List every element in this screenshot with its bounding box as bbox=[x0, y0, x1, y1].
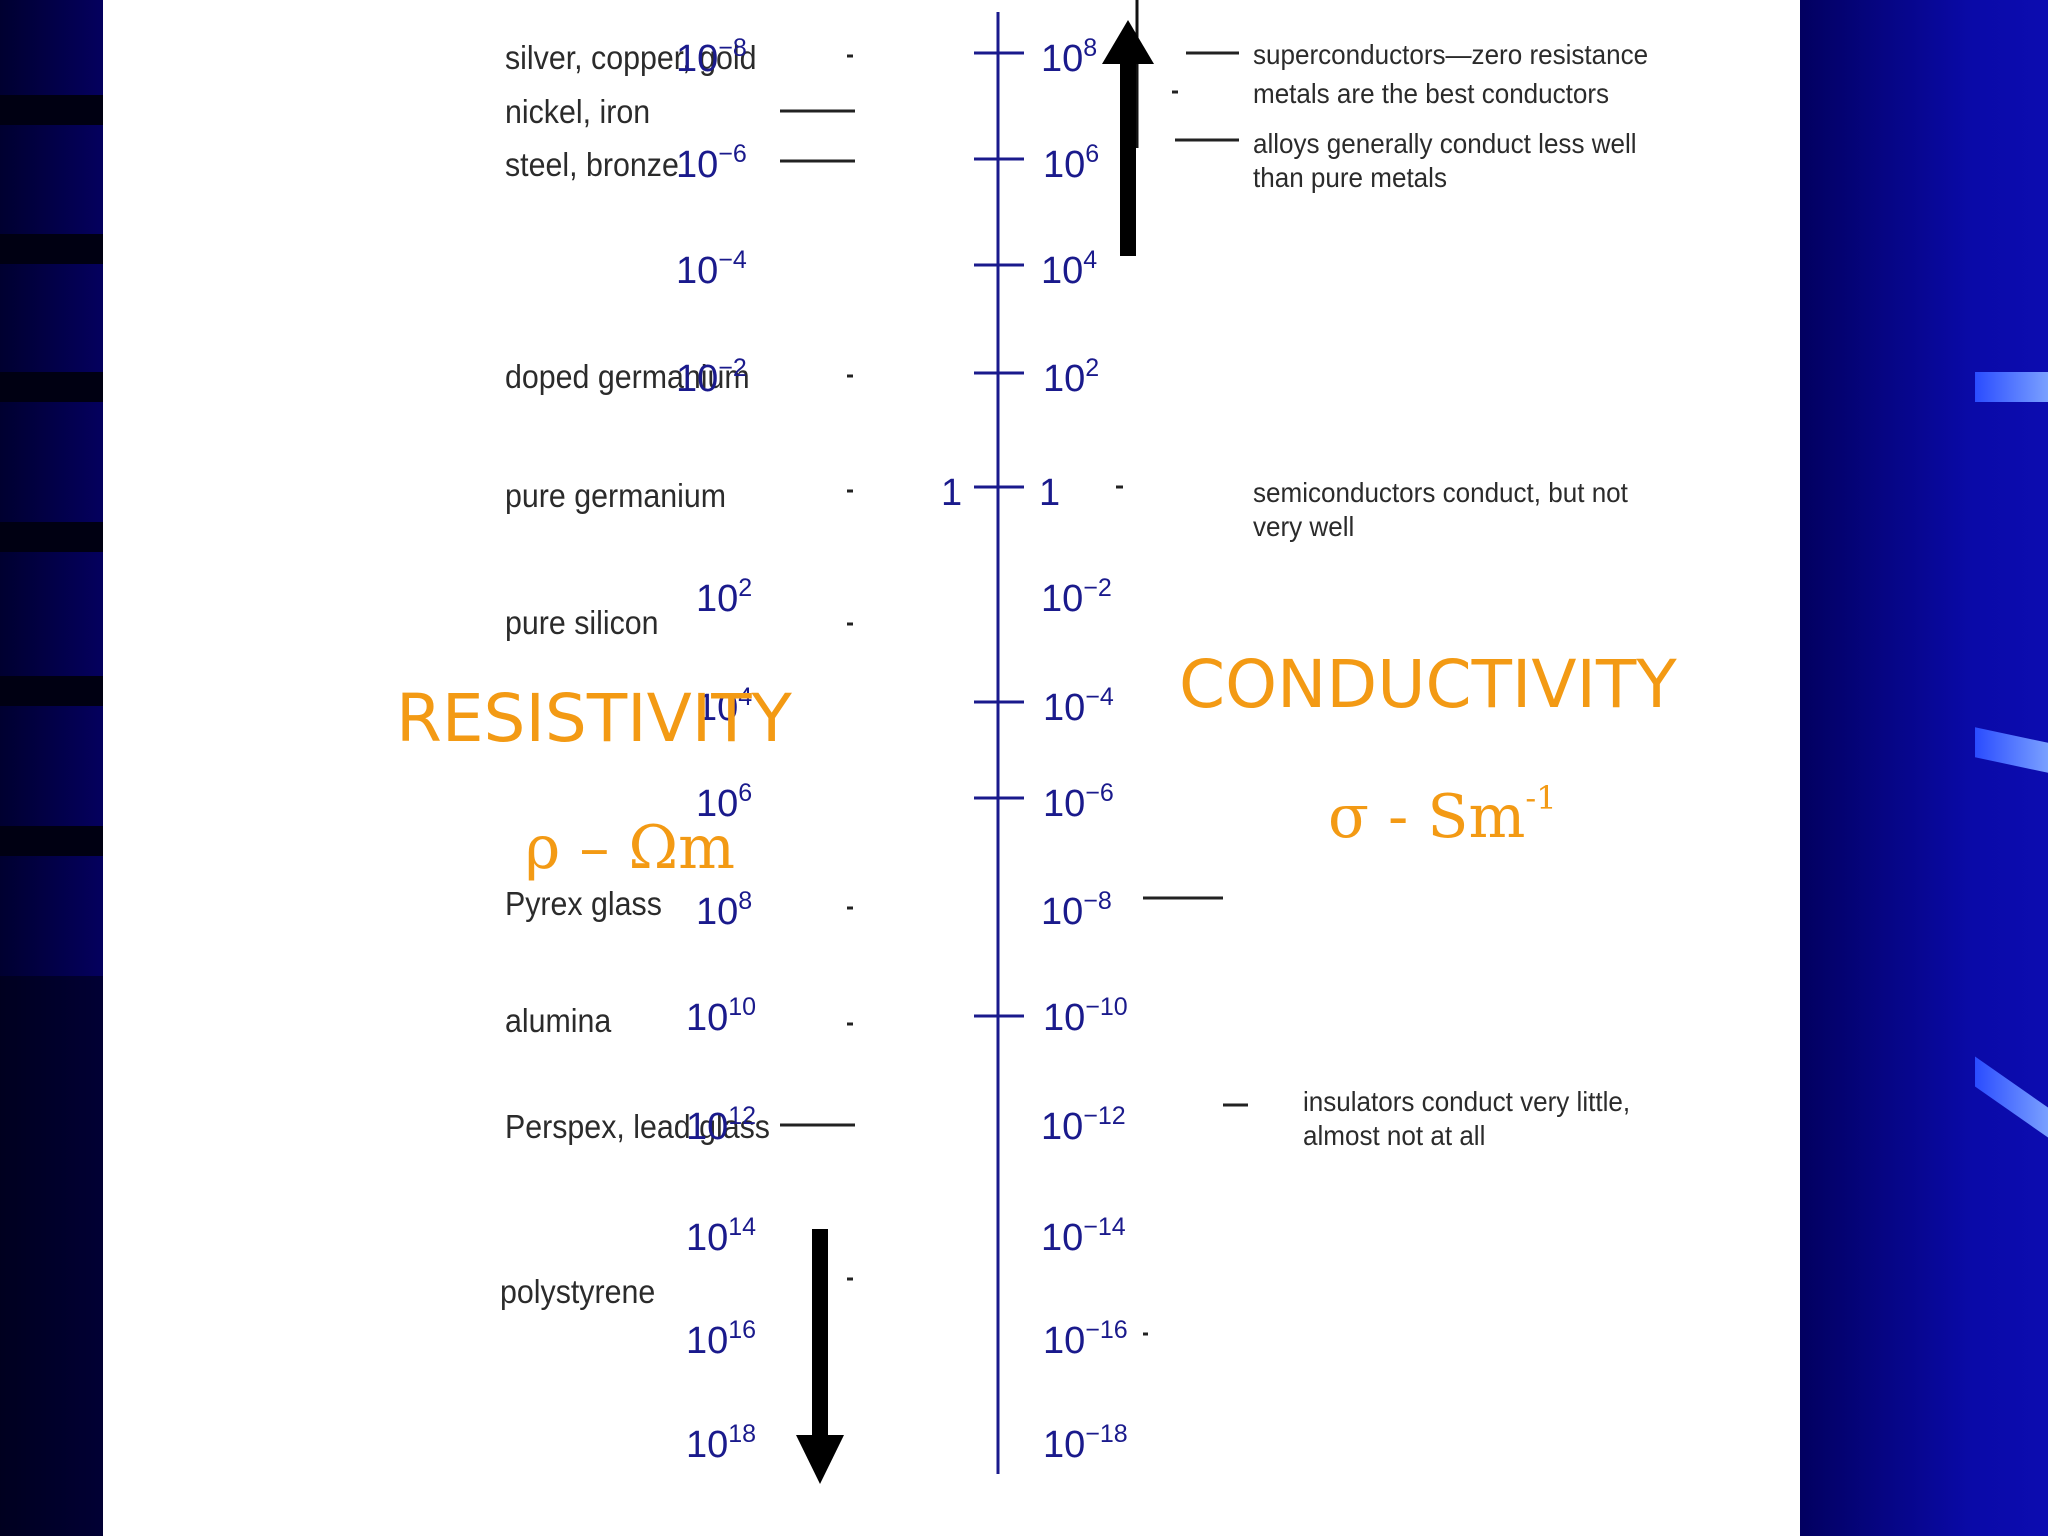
resistivity-tick-label: 106 bbox=[696, 779, 753, 825]
leader-lines bbox=[780, 51, 1248, 1336]
conductivity-unit: σ - Sm-1 bbox=[1328, 779, 1557, 852]
note-superconductors: superconductors—zero resistance bbox=[1253, 39, 1649, 70]
background-stripe bbox=[0, 522, 103, 552]
resistivity-unit: ρ – Ωm bbox=[525, 813, 736, 883]
arrow-shaft bbox=[812, 1229, 828, 1441]
background-right-panel bbox=[1800, 0, 2048, 1536]
resistivity-tick-label: 10−6 bbox=[676, 140, 747, 186]
conductivity-title: CONDUCTIVITY bbox=[1179, 646, 1677, 723]
note-semiconductors: semiconductors conduct, but not very wel… bbox=[1253, 477, 1628, 542]
note-alloys: alloys generally conduct less well than … bbox=[1253, 128, 1637, 193]
resistivity-tick-label: 10−4 bbox=[676, 246, 747, 292]
conductivity-tick-label: 10−16 bbox=[1043, 1316, 1128, 1362]
axis-ticks bbox=[974, 51, 1024, 1018]
material-label: pure germanium bbox=[505, 477, 727, 514]
arrow-up-icon bbox=[1102, 20, 1154, 64]
background-stripe bbox=[0, 372, 103, 402]
scale-graphics bbox=[780, 0, 1248, 1484]
arrow-shaft bbox=[1120, 58, 1136, 256]
background-stripe bbox=[0, 976, 103, 1536]
background-stripe bbox=[0, 826, 103, 856]
resistivity-tick-label: 108 bbox=[696, 887, 753, 933]
material-label: doped germanium bbox=[505, 358, 750, 395]
resistivity-tick-label: 102 bbox=[696, 574, 753, 620]
resistivity-tick-label: 1014 bbox=[686, 1213, 757, 1259]
material-label: pure silicon bbox=[505, 604, 659, 641]
resistivity-tick-label: 1 bbox=[941, 472, 963, 514]
conductivity-tick-label: 10−2 bbox=[1041, 574, 1112, 620]
material-label: steel, bronze bbox=[505, 146, 679, 183]
conductivity-tick-label: 1 bbox=[1039, 472, 1061, 514]
material-label: silver, copper, gold bbox=[505, 39, 757, 76]
resistivity-tick-label: 1016 bbox=[686, 1316, 757, 1362]
conductivity-tick-label: 10−10 bbox=[1043, 993, 1128, 1039]
resistivity-tick-label: 10−2 bbox=[676, 354, 747, 400]
resistivity-tick-label: 1018 bbox=[686, 1420, 757, 1466]
conductivity-tick-label: 10−8 bbox=[1041, 887, 1112, 933]
conductivity-tick-label: 102 bbox=[1043, 354, 1100, 400]
note-insulators: insulators conduct very little, almost n… bbox=[1303, 1086, 1631, 1151]
slide-content: silver, copper, gold nickel, iron steel,… bbox=[103, 0, 1800, 1536]
conductivity-tick-label: 106 bbox=[1043, 140, 1100, 186]
material-label: Pyrex glass bbox=[505, 885, 662, 922]
resistivity-tick-label: 10−8 bbox=[676, 34, 747, 80]
material-label: Perspex, lead glass bbox=[505, 1108, 770, 1145]
arrow-up-conductivity bbox=[1102, 20, 1154, 256]
resistivity-tick-label: 104 bbox=[696, 683, 753, 729]
material-label: alumina bbox=[505, 1002, 612, 1039]
conductivity-tick-label: 104 bbox=[1041, 246, 1098, 292]
conductivity-tick-label: 10−6 bbox=[1043, 779, 1114, 825]
resistivity-tick-label: 1012 bbox=[686, 1102, 757, 1148]
conductivity-tick-label: 10−18 bbox=[1043, 1420, 1128, 1466]
note-metals: metals are the best conductors bbox=[1253, 78, 1610, 109]
conductivity-tick-label: 10−12 bbox=[1041, 1102, 1126, 1148]
conductivity-tick-label: 108 bbox=[1041, 34, 1098, 80]
resistivity-title: RESISTIVITY bbox=[396, 680, 792, 757]
arrow-down-resistivity bbox=[796, 1229, 844, 1484]
background-stripe bbox=[0, 95, 103, 125]
arrow-down-icon bbox=[796, 1435, 844, 1484]
background-stripe bbox=[0, 234, 103, 264]
conductivity-tick-label: 10−4 bbox=[1043, 683, 1114, 729]
conductivity-tick-label: 10−14 bbox=[1041, 1213, 1126, 1259]
background-stripe bbox=[0, 676, 103, 706]
resistivity-conductivity-scale: silver, copper, gold nickel, iron steel,… bbox=[103, 0, 1800, 1536]
material-label: nickel, iron bbox=[505, 93, 651, 130]
material-label: polystyrene bbox=[500, 1273, 656, 1310]
background-glint bbox=[1975, 372, 2048, 402]
resistivity-tick-label: 1010 bbox=[686, 993, 757, 1039]
